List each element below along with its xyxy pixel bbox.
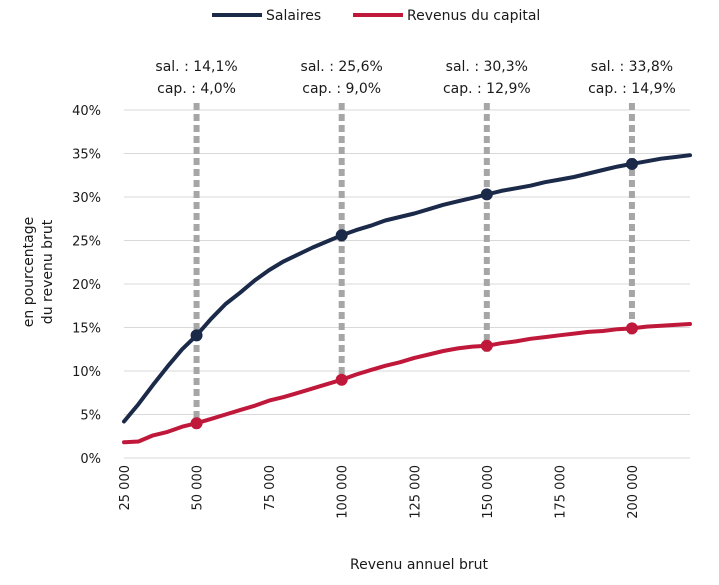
x-tick-label: 125 000	[408, 465, 423, 519]
legend: Salaires Revenus du capital	[212, 8, 540, 24]
legend-label: Revenus du capital	[407, 8, 540, 24]
annotation-capital: cap. : 14,9%	[588, 81, 676, 97]
y-axis-ticks: 0% 5% 10% 15% 20% 25% 30% 35% 40%	[72, 104, 101, 467]
series-line-revenus-du-capital	[122, 322, 692, 445]
x-axis-ticks: 25 000 50 000 75 000 100 000 125 000 150 000 1…	[118, 465, 641, 519]
y-axis-title-line: en pourcentage	[21, 217, 37, 327]
y-tick-label: 40%	[72, 104, 101, 119]
x-axis-title: Revenu annuel brut	[350, 557, 488, 573]
x-tick-label: 150 000	[481, 465, 496, 519]
y-tick-label: 0%	[80, 452, 101, 467]
series-line-salaires	[122, 153, 692, 424]
annotation-capital: cap. : 9,0%	[302, 81, 381, 97]
salaires-point	[625, 157, 638, 170]
capital-point	[480, 339, 493, 352]
x-tick-label: 175 000	[553, 465, 568, 519]
y-tick-label: 20%	[72, 278, 101, 293]
x-tick-label: 100 000	[336, 465, 351, 519]
y-tick-label: 35%	[72, 148, 101, 163]
highlight-points	[190, 157, 638, 430]
y-axis-title-line: du revenu brut	[40, 219, 56, 324]
annotation-capital: cap. : 12,9%	[443, 81, 531, 97]
x-tick-label: 25 000	[118, 465, 133, 511]
x-tick-label: 200 000	[626, 465, 641, 519]
annotation-salaires: sal. : 14,1%	[155, 59, 237, 75]
x-tick-label: 75 000	[263, 465, 278, 511]
y-axis-title: en pourcentage du revenu brut	[21, 217, 56, 327]
capital-point	[335, 373, 348, 386]
y-tick-label: 30%	[72, 191, 101, 206]
salaires-point	[335, 229, 348, 242]
salaires-point	[190, 329, 203, 342]
annotation-salaires: sal. : 25,6%	[301, 59, 383, 75]
y-tick-label: 25%	[72, 235, 101, 250]
series-lines	[122, 153, 692, 445]
y-tick-label: 5%	[80, 409, 101, 424]
legend-label: Salaires	[266, 8, 321, 24]
y-tick-label: 15%	[72, 322, 101, 337]
gridlines	[124, 109, 690, 459]
salaires-point	[480, 188, 493, 201]
annotations: sal. : 14,1% cap. : 4,0% sal. : 25,6% cap. …	[155, 59, 675, 97]
guide-lines	[193, 103, 635, 430]
annotation-salaires: sal. : 33,8%	[591, 59, 673, 75]
x-tick-label: 50 000	[191, 465, 206, 511]
capital-point	[190, 417, 203, 430]
capital-point	[625, 322, 638, 335]
annotation-capital: cap. : 4,0%	[157, 81, 236, 97]
y-tick-label: 10%	[72, 365, 101, 380]
annotation-salaires: sal. : 30,3%	[446, 59, 528, 75]
